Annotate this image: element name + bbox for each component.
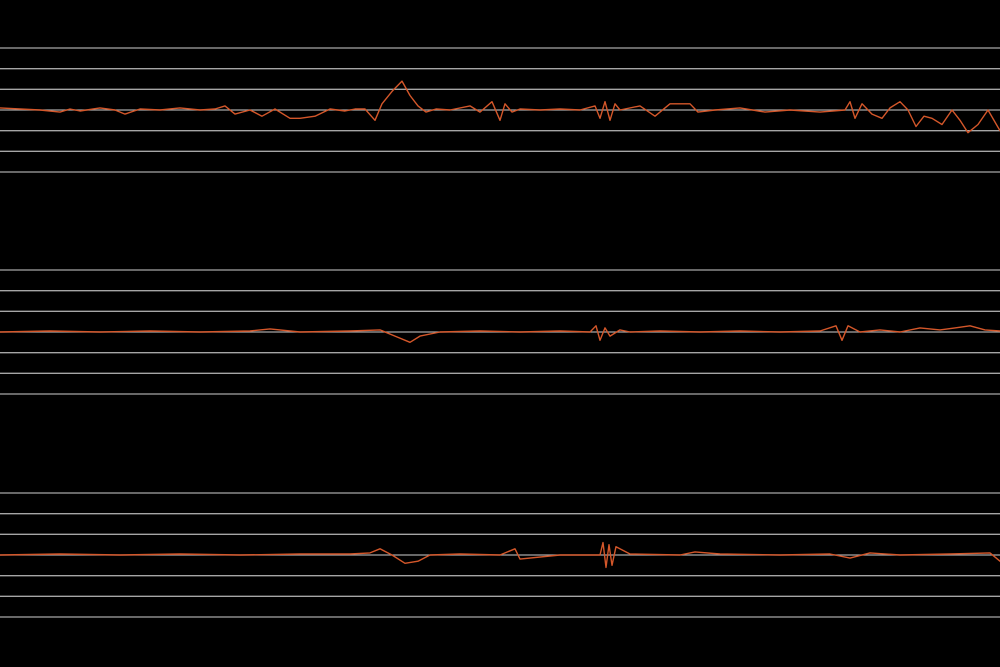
grid-layer [0, 47, 1000, 618]
panel-2-trace-line [0, 325, 1000, 343]
panel-1-trace-line [0, 80, 1000, 134]
panel-3-trace-line [0, 541, 1000, 569]
trace-layer [0, 80, 1000, 569]
